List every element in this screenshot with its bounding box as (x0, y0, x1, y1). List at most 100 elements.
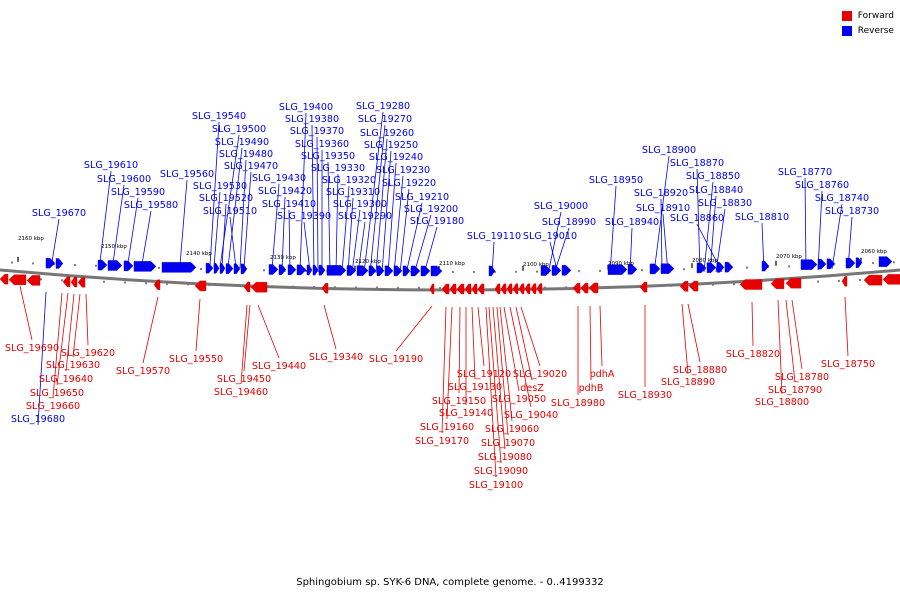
forward-label-slg-19130[interactable]: SLG_19130 (448, 382, 502, 393)
reverse-label-slg-19580[interactable]: SLG_19580 (124, 200, 178, 211)
reverse-label-slg-19480[interactable]: SLG_19480 (219, 149, 273, 160)
forward-label-slg-18800[interactable]: SLG_18800 (755, 397, 809, 408)
reverse-label-slg-18940[interactable]: SLG_18940 (605, 217, 659, 228)
reverse-label-slg-19540[interactable]: SLG_19540 (192, 111, 246, 122)
reverse-label-slg-19270[interactable]: SLG_19270 (358, 114, 412, 125)
forward-label-slg-19450[interactable]: SLG_19450 (217, 374, 271, 385)
reverse-label-slg-19530[interactable]: SLG_19530 (193, 181, 247, 192)
reverse-label-slg-19010[interactable]: SLG_19010 (523, 231, 577, 242)
forward-label-slg-18890[interactable]: SLG_18890 (661, 377, 715, 388)
reverse-label-slg-19180[interactable]: SLG_19180 (410, 216, 464, 227)
reverse-label-slg-18920[interactable]: SLG_18920 (634, 188, 688, 199)
reverse-label-slg-18840[interactable]: SLG_18840 (689, 185, 743, 196)
forward-label-pdha[interactable]: pdhA (590, 369, 615, 380)
reverse-label-slg-18760[interactable]: SLG_18760 (795, 180, 849, 191)
forward-label-slg-18880[interactable]: SLG_18880 (673, 365, 727, 376)
reverse-label-slg-18910[interactable]: SLG_18910 (636, 203, 690, 214)
forward-label-slg-18790[interactable]: SLG_18790 (768, 385, 822, 396)
forward-label-slg-18980[interactable]: SLG_18980 (551, 398, 605, 409)
reverse-label-slg-18830[interactable]: SLG_18830 (698, 198, 752, 209)
forward-label-slg-18750[interactable]: SLG_18750 (821, 359, 875, 370)
reverse-label-slg-19590[interactable]: SLG_19590 (111, 187, 165, 198)
reverse-label-slg-19410[interactable]: SLG_19410 (262, 199, 316, 210)
reverse-label-slg-19230[interactable]: SLG_19230 (376, 165, 430, 176)
forward-gene-13 (449, 283, 457, 295)
reverse-label-slg-18810[interactable]: SLG_18810 (735, 212, 789, 223)
reverse-label-slg-19400[interactable]: SLG_19400 (279, 102, 333, 113)
reverse-label-slg-19470[interactable]: SLG_19470 (224, 161, 278, 172)
reverse-label-slg-19330[interactable]: SLG_19330 (311, 163, 365, 174)
forward-label-slg-19440[interactable]: SLG_19440 (252, 361, 306, 372)
reverse-label-slg-19300[interactable]: SLG_19300 (333, 199, 387, 210)
reverse-label-slg-19320[interactable]: SLG_19320 (322, 175, 376, 186)
reverse-label-slg-18870[interactable]: SLG_18870 (670, 158, 724, 169)
reverse-label-slg-19110[interactable]: SLG_19110 (467, 231, 521, 242)
forward-label-slg-19090[interactable]: SLG_19090 (474, 466, 528, 477)
forward-label-slg-19640[interactable]: SLG_19640 (39, 374, 93, 385)
reverse-label-slg-19670[interactable]: SLG_19670 (32, 208, 86, 219)
forward-label-pdhb[interactable]: pdhB (579, 383, 604, 394)
reverse-label-slg-19260[interactable]: SLG_19260 (360, 128, 414, 139)
forward-label-slg-19340[interactable]: SLG_19340 (309, 352, 363, 363)
reverse-label-slg-19370[interactable]: SLG_19370 (290, 126, 344, 137)
reverse-label-slg-19490[interactable]: SLG_19490 (215, 137, 269, 148)
forward-label-slg-19040[interactable]: SLG_19040 (504, 410, 558, 421)
forward-label-slg-19100[interactable]: SLG_19100 (469, 480, 523, 491)
reverse-gene-39 (696, 262, 707, 274)
reverse-label-slg-19360[interactable]: SLG_19360 (295, 139, 349, 150)
reverse-label-slg-19390[interactable]: SLG_19390 (277, 211, 331, 222)
reverse-label-slg-19250[interactable]: SLG_19250 (364, 140, 418, 151)
reverse-label-slg-19290[interactable]: SLG_19290 (338, 211, 392, 222)
reverse-label-slg-19350[interactable]: SLG_19350 (301, 151, 355, 162)
forward-label-slg-19160[interactable]: SLG_19160 (420, 422, 474, 433)
forward-label-slg-19050[interactable]: SLG_19050 (492, 394, 546, 405)
forward-label-slg-19170[interactable]: SLG_19170 (415, 436, 469, 447)
reverse-label-slg-19000[interactable]: SLG_19000 (534, 201, 588, 212)
forward-label-slg-19120[interactable]: SLG_19120 (457, 369, 511, 380)
reverse-label-slg-19380[interactable]: SLG_19380 (285, 114, 339, 125)
forward-label-slg-19620[interactable]: SLG_19620 (61, 348, 115, 359)
reverse-label-slg-18740[interactable]: SLG_18740 (815, 193, 869, 204)
reverse-label-slg-19240[interactable]: SLG_19240 (369, 152, 423, 163)
reverse-label-slg-19200[interactable]: SLG_19200 (404, 204, 458, 215)
forward-label-slg-19660[interactable]: SLG_19660 (26, 401, 80, 412)
reverse-label-slg-18900[interactable]: SLG_18900 (642, 145, 696, 156)
forward-label-slg-19460[interactable]: SLG_19460 (214, 387, 268, 398)
reverse-label-slg-19520[interactable]: SLG_19520 (199, 193, 253, 204)
forward-label-slg-19140[interactable]: SLG_19140 (439, 408, 493, 419)
reverse-label-slg-19500[interactable]: SLG_19500 (212, 124, 266, 135)
reverse-label-slg-19560[interactable]: SLG_19560 (160, 169, 214, 180)
forward-label-slg-19150[interactable]: SLG_19150 (432, 396, 486, 407)
forward-label-slg-19630[interactable]: SLG_19630 (46, 360, 100, 371)
forward-label-slg-19020[interactable]: SLG_19020 (513, 369, 567, 380)
forward-label-slg-18930[interactable]: SLG_18930 (618, 390, 672, 401)
forward-label-slg-18780[interactable]: SLG_18780 (775, 372, 829, 383)
reverse-label-slg-18730[interactable]: SLG_18730 (825, 206, 879, 217)
forward-label-slg-19690[interactable]: SLG_19690 (5, 343, 59, 354)
forward-label-slg-18820[interactable]: SLG_18820 (726, 349, 780, 360)
forward-label-slg-19060[interactable]: SLG_19060 (485, 424, 539, 435)
reverse-gene-17 (306, 264, 313, 276)
reverse-label-slg-18860[interactable]: SLG_18860 (670, 213, 724, 224)
reverse-label-slg-19430[interactable]: SLG_19430 (252, 173, 306, 184)
reverse-label-slg-19610[interactable]: SLG_19610 (84, 160, 138, 171)
forward-label-desz[interactable]: desZ (520, 383, 544, 394)
reverse-label-slg-19280[interactable]: SLG_19280 (356, 101, 410, 112)
reverse-label-slg-18770[interactable]: SLG_18770 (778, 167, 832, 178)
forward-label-slg-19080[interactable]: SLG_19080 (478, 452, 532, 463)
reverse-label-slg-18950[interactable]: SLG_18950 (589, 175, 643, 186)
reverse-label-slg-19600[interactable]: SLG_19600 (97, 174, 151, 185)
forward-label-slg-19570[interactable]: SLG_19570 (116, 366, 170, 377)
reverse-label-slg-18990[interactable]: SLG_18990 (542, 217, 596, 228)
forward-label-slg-19550[interactable]: SLG_19550 (169, 354, 223, 365)
forward-label-slg-19070[interactable]: SLG_19070 (481, 438, 535, 449)
reverse-label-slg-19310[interactable]: SLG_19310 (326, 187, 380, 198)
reverse-label-slg-19420[interactable]: SLG_19420 (258, 186, 312, 197)
reverse-label-slg-19680[interactable]: SLG_19680 (11, 414, 65, 425)
forward-label-slg-19650[interactable]: SLG_19650 (30, 388, 84, 399)
reverse-label-slg-18850[interactable]: SLG_18850 (686, 171, 740, 182)
reverse-label-slg-19510[interactable]: SLG_19510 (203, 206, 257, 217)
reverse-label-slg-19220[interactable]: SLG_19220 (382, 178, 436, 189)
reverse-label-slg-19210[interactable]: SLG_19210 (395, 192, 449, 203)
forward-label-slg-19190[interactable]: SLG_19190 (369, 354, 423, 365)
